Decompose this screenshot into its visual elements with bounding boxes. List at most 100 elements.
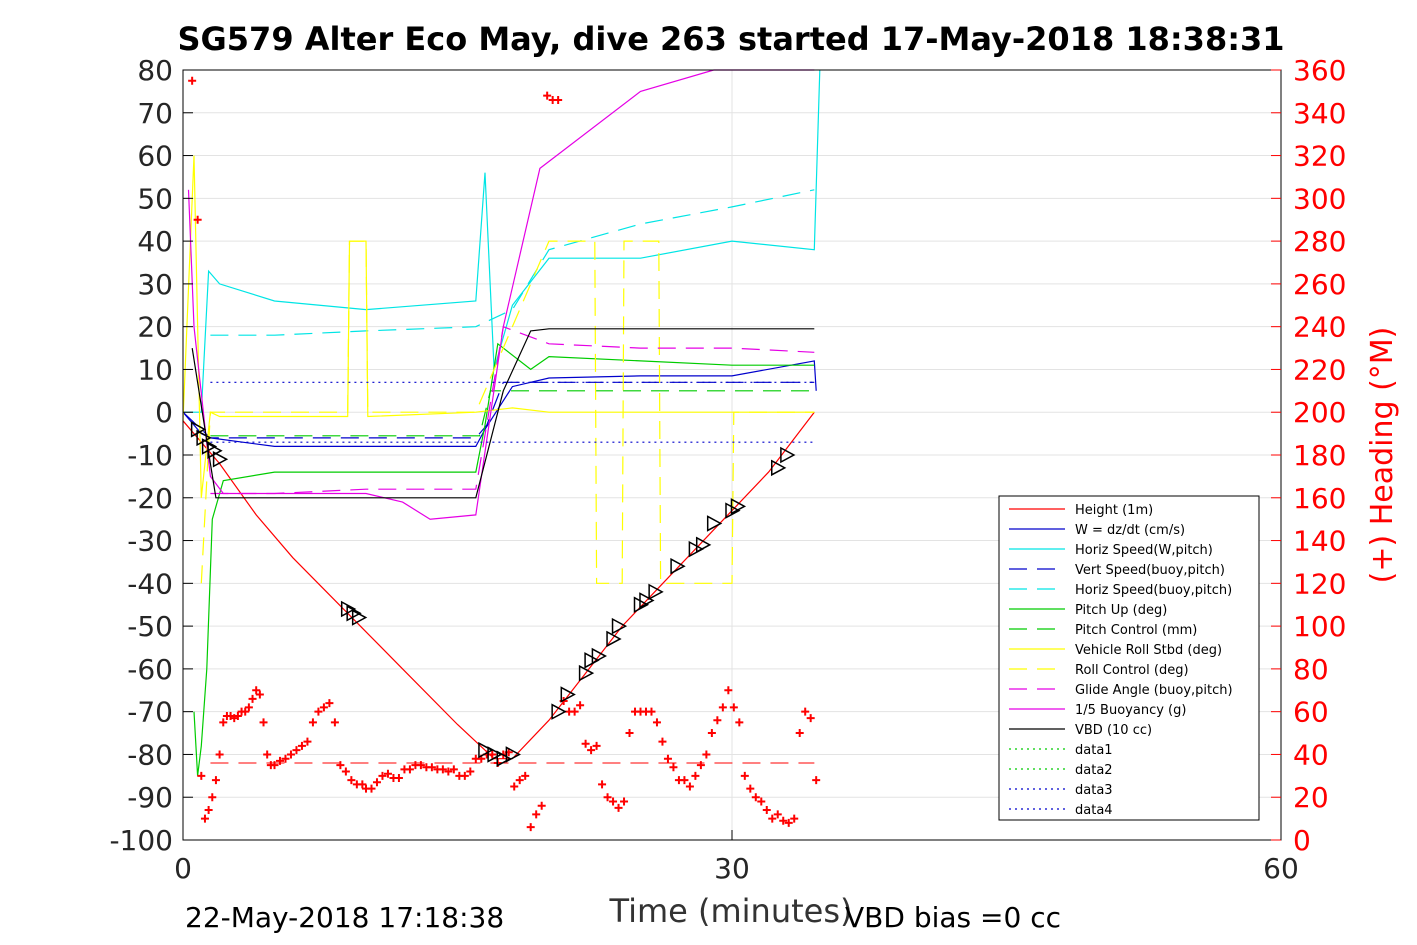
left-tick-label: 30: [137, 268, 173, 301]
right-tick-label: 160: [1293, 482, 1346, 515]
profile-marker: [212, 451, 229, 468]
heading-point: [658, 737, 667, 746]
left-tick-label: 40: [137, 225, 173, 258]
profile-marker: [725, 502, 741, 519]
heading-point: [314, 707, 323, 716]
heading-point: [255, 690, 264, 699]
right-tick-label: 60: [1293, 696, 1329, 729]
right-tick-label: 140: [1293, 525, 1346, 558]
heading-point: [263, 750, 272, 759]
profile-marker: [478, 741, 494, 759]
left-tick-label: -30: [127, 525, 173, 558]
legend-label: Height (1m): [1075, 503, 1153, 518]
heading-point: [244, 703, 253, 712]
heading-point: [438, 765, 447, 774]
profile-marker: [340, 600, 357, 618]
profile-markers: [190, 421, 796, 767]
heading-point: [286, 750, 295, 759]
heading-point: [460, 771, 469, 780]
heading-point: [790, 814, 799, 823]
left-tick-label: -40: [127, 567, 173, 600]
heading-point: [620, 797, 629, 806]
left-y-axis: 80 70 60 50 40 30 20 10 0 -10 -20 -30 -40 -50 -60 -70 -8…: [109, 54, 193, 857]
left-tick-label: -20: [127, 482, 173, 515]
heading-point: [308, 718, 317, 727]
heading-point: [526, 823, 535, 832]
heading-point: [325, 699, 334, 708]
heading-point: [372, 778, 381, 787]
legend-label: data1: [1075, 743, 1113, 758]
heading-point: [570, 707, 579, 716]
left-tick-label: 50: [137, 182, 173, 215]
heading-point: [773, 810, 782, 819]
left-tick-label: -80: [127, 738, 173, 771]
heading-point: [729, 703, 738, 712]
heading-point: [200, 814, 209, 823]
heading-point: [208, 793, 217, 802]
legend-label: Pitch Control (mm): [1075, 623, 1197, 638]
heading-point: [416, 761, 425, 770]
heading-point: [297, 741, 306, 750]
profile-marker: [706, 515, 723, 532]
heading-point: [204, 806, 213, 815]
heading-point: [696, 761, 705, 770]
heading-point: [292, 746, 301, 755]
heading-point: [779, 816, 788, 825]
heading-point: [691, 771, 700, 780]
right-tick-label: 100: [1293, 610, 1346, 643]
heading-point: [336, 761, 345, 770]
heading-point: [625, 729, 634, 738]
profile-marker: [591, 647, 607, 665]
footer-vbd-bias: VBD bias =0 cc: [845, 901, 1061, 934]
left-tick-label: 80: [137, 54, 173, 87]
left-tick-label: -90: [127, 781, 173, 814]
heading-point: [702, 750, 711, 759]
legend-label: Pitch Up (deg): [1075, 603, 1167, 618]
profile-marker: [695, 536, 712, 554]
left-tick-label: 70: [137, 97, 173, 130]
heading-point: [347, 776, 356, 785]
profile-marker: [584, 652, 600, 669]
legend-box: [998, 495, 1260, 821]
heading-point: [740, 771, 749, 780]
x-axis: 0 30 60: [174, 830, 1299, 885]
profile-marker: [496, 750, 512, 767]
heading-point: [609, 797, 618, 806]
heading-point: [801, 707, 810, 716]
left-tick-label: -70: [127, 696, 173, 729]
heading-point: [275, 756, 284, 765]
legend-label: data2: [1075, 763, 1113, 778]
heading-point: [510, 782, 519, 791]
heading-point: [188, 76, 197, 85]
heading-point: [521, 771, 530, 780]
heading-point: [427, 763, 436, 772]
heading-point: [488, 750, 497, 759]
heading-point: [576, 701, 585, 710]
heading-point: [647, 707, 656, 716]
heading-point: [751, 793, 760, 802]
heading-point: [219, 718, 228, 727]
profile-marker: [633, 596, 650, 613]
heading-point: [669, 763, 678, 772]
heading-point: [812, 776, 821, 785]
heading-point: [241, 707, 250, 716]
heading-point: [587, 746, 596, 755]
heading-point: [554, 95, 563, 104]
heading-point: [449, 765, 458, 774]
heading-point: [735, 718, 744, 727]
heading-point: [768, 814, 777, 823]
heading-point: [383, 769, 392, 778]
x-axis-label: Time (minutes): [609, 892, 853, 930]
series-line-pitch-control-mm: [210, 390, 815, 437]
legend-label: Horiz Speed(buoy,pitch): [1075, 583, 1232, 598]
left-tick-label: 20: [137, 311, 173, 344]
heading-point: [543, 91, 552, 100]
x-tick-label: 60: [1263, 852, 1299, 885]
heading-point: [515, 776, 524, 785]
series-line-roll-control-deg: [200, 240, 815, 584]
heading-point: [358, 780, 367, 789]
heading-point: [330, 718, 339, 727]
left-tick-label: 10: [137, 353, 173, 386]
right-tick-label: 360: [1293, 54, 1346, 87]
heading-point: [663, 754, 672, 763]
